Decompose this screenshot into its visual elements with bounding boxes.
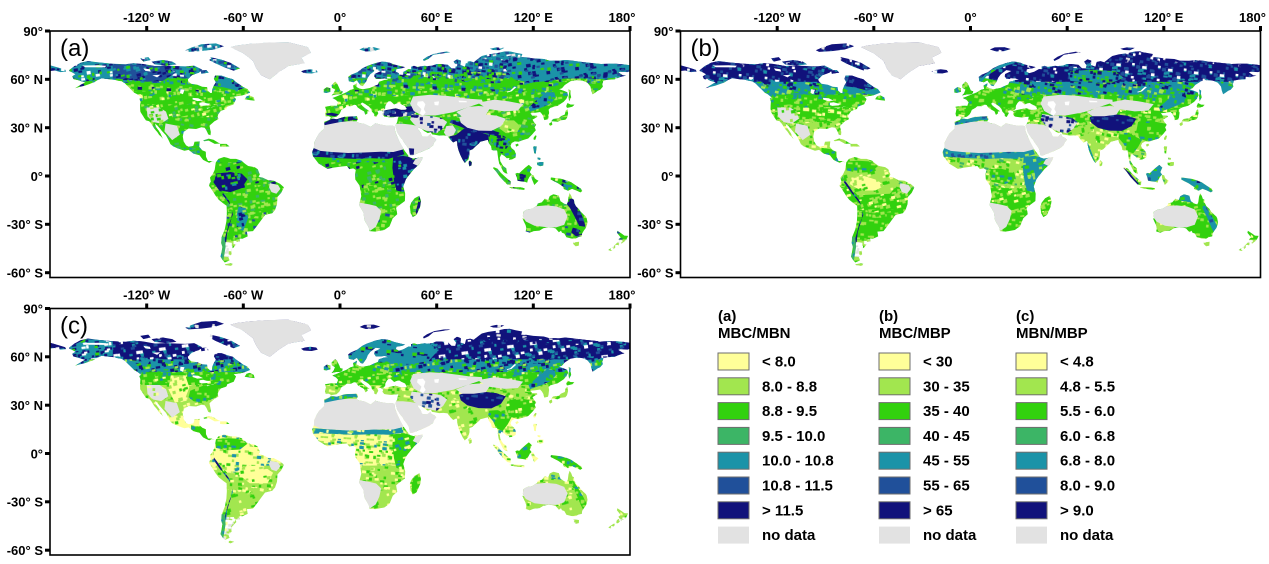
svg-text:0°: 0° [31,169,43,184]
svg-text:(a): (a) [60,35,89,62]
svg-text:0°: 0° [334,288,346,303]
svg-text:-60° W: -60° W [223,10,264,25]
svg-text:120° E: 120° E [514,288,554,303]
svg-text:no data: no data [762,527,816,544]
svg-text:no data: no data [1060,527,1114,544]
svg-text:60° N: 60° N [641,72,674,87]
svg-text:60° E: 60° E [421,10,453,25]
svg-text:9.5 - 10.0: 9.5 - 10.0 [762,428,825,445]
svg-text:6.0 - 6.8: 6.0 - 6.8 [1060,428,1115,445]
svg-text:90°: 90° [23,301,43,316]
svg-text:-120° W: -120° W [123,10,171,25]
svg-text:40 - 45: 40 - 45 [923,428,970,445]
svg-text:-120° W: -120° W [123,288,171,303]
svg-text:-120° W: -120° W [754,10,802,25]
svg-text:-60° S: -60° S [637,266,674,281]
svg-text:60° N: 60° N [10,350,43,365]
svg-text:90°: 90° [654,24,674,39]
svg-text:120° E: 120° E [514,10,554,25]
svg-text:(b): (b) [879,308,898,325]
svg-text:60° N: 60° N [10,72,43,87]
svg-text:4.8 - 5.5: 4.8 - 5.5 [1060,378,1115,395]
svg-text:180°: 180° [609,10,636,25]
svg-text:60° E: 60° E [1051,10,1083,25]
svg-text:30° N: 30° N [10,398,43,413]
svg-text:< 4.8: < 4.8 [1060,354,1094,371]
svg-text:30° N: 30° N [10,121,43,136]
svg-text:6.8 - 8.0: 6.8 - 8.0 [1060,453,1115,470]
svg-text:180°: 180° [1239,10,1266,25]
svg-text:MBN/MBP: MBN/MBP [1016,325,1088,342]
svg-text:120° E: 120° E [1144,10,1184,25]
svg-text:(a): (a) [718,308,736,325]
svg-text:10.0 - 10.8: 10.0 - 10.8 [762,453,834,470]
svg-text:55 - 65: 55 - 65 [923,478,970,495]
svg-text:35 - 40: 35 - 40 [923,403,970,420]
svg-text:no data: no data [923,527,977,544]
svg-text:-30° S: -30° S [7,495,44,510]
svg-text:10.8 - 11.5: 10.8 - 11.5 [762,478,833,495]
svg-text:(c): (c) [60,313,88,340]
svg-text:MBC/MBN: MBC/MBN [718,325,791,342]
svg-text:< 30: < 30 [923,354,953,371]
svg-text:0°: 0° [964,10,976,25]
svg-text:0°: 0° [661,169,673,184]
svg-text:30° N: 30° N [641,121,674,136]
svg-text:(c): (c) [1016,308,1034,325]
svg-text:> 9.0: > 9.0 [1060,502,1094,519]
svg-text:-60° S: -60° S [7,543,44,558]
svg-text:90°: 90° [23,24,43,39]
svg-text:180°: 180° [609,288,636,303]
svg-text:30 - 35: 30 - 35 [923,378,970,395]
svg-text:60° E: 60° E [421,288,453,303]
svg-text:> 65: > 65 [923,502,953,519]
svg-text:-30° S: -30° S [7,217,44,232]
svg-text:45 - 55: 45 - 55 [923,453,970,470]
svg-text:8.0 - 9.0: 8.0 - 9.0 [1060,478,1115,495]
svg-text:-60° S: -60° S [7,266,44,281]
svg-text:-30° S: -30° S [637,217,674,232]
svg-text:-60° W: -60° W [854,10,895,25]
svg-text:< 8.0: < 8.0 [762,354,796,371]
svg-text:8.0 - 8.8: 8.0 - 8.8 [762,378,817,395]
svg-text:5.5 - 6.0: 5.5 - 6.0 [1060,403,1115,420]
svg-text:(b): (b) [691,35,720,62]
svg-text:-60° W: -60° W [223,288,264,303]
svg-text:0°: 0° [31,446,43,461]
svg-text:8.8 - 9.5: 8.8 - 9.5 [762,403,817,420]
svg-text:> 11.5: > 11.5 [762,502,803,519]
svg-text:0°: 0° [334,10,346,25]
svg-text:MBC/MBP: MBC/MBP [879,325,951,342]
